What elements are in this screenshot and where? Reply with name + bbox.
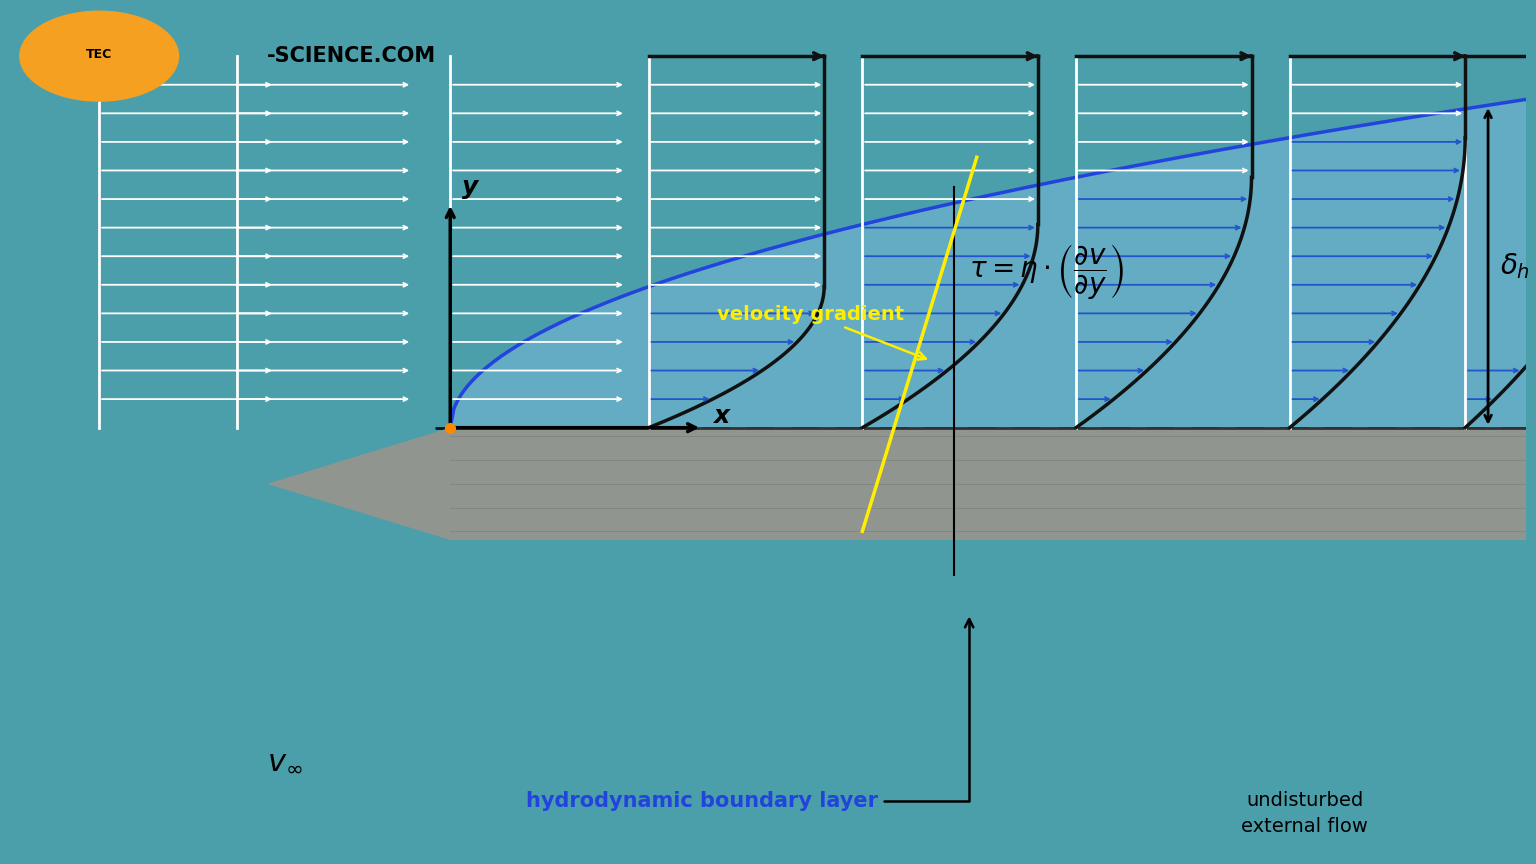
Text: undisturbed
external flow: undisturbed external flow (1241, 791, 1369, 836)
Text: hydrodynamic boundary layer: hydrodynamic boundary layer (525, 619, 974, 810)
Text: velocity gradient: velocity gradient (717, 305, 926, 359)
Text: TEC: TEC (86, 48, 112, 61)
Text: y: y (462, 175, 479, 200)
Polygon shape (267, 428, 450, 540)
Text: $v_\infty$: $v_\infty$ (267, 746, 303, 775)
Text: $\delta_h$: $\delta_h$ (1501, 251, 1530, 282)
Polygon shape (450, 97, 1536, 428)
Bar (450, 428, 1536, 540)
Circle shape (20, 11, 178, 101)
Text: x: x (713, 404, 730, 429)
Text: $\tau = \eta \cdot \left(\dfrac{\partial v}{\partial y}\right)$: $\tau = \eta \cdot \left(\dfrac{\partial… (969, 242, 1124, 301)
Text: -SCIENCE.COM: -SCIENCE.COM (267, 46, 436, 67)
